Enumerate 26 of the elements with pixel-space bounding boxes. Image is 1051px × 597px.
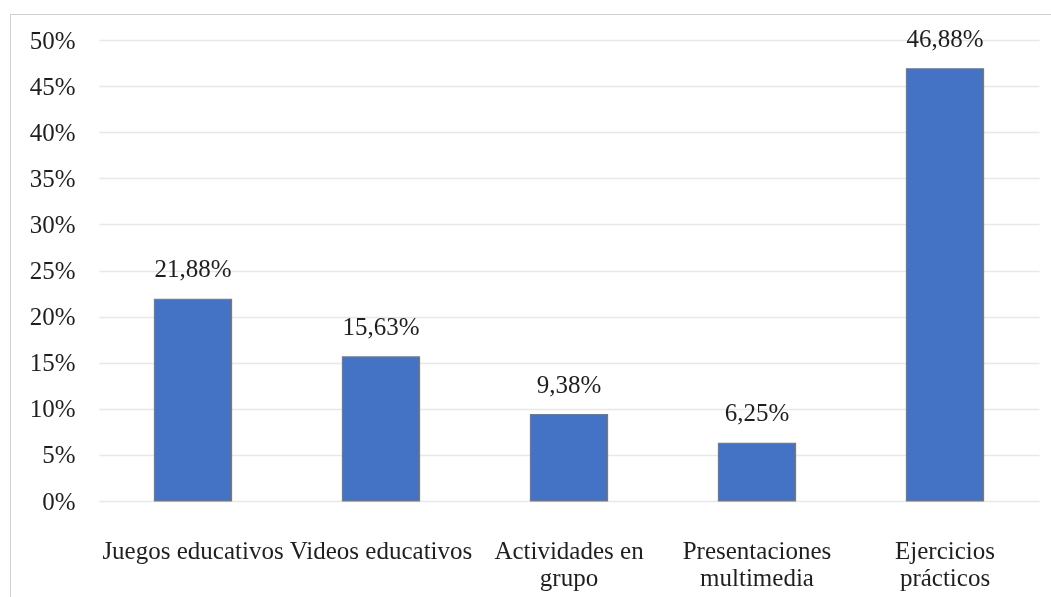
bar [905, 68, 985, 502]
data-label: 6,25% [724, 399, 790, 427]
x-tick-label: Presentaciones multimedia [682, 536, 832, 591]
y-tick-label: 30% [29, 210, 76, 238]
y-tick-label: 35% [29, 164, 76, 192]
x-tick-label: Videos educativos [289, 536, 473, 564]
y-tick-label: 40% [29, 118, 76, 146]
y-tick-label: 0% [42, 487, 76, 515]
x-tick-label: Actividades en grupo [494, 536, 645, 591]
x-tick-label: Juegos educativos [102, 536, 284, 564]
data-label: 15,63% [342, 312, 420, 340]
bar [717, 442, 797, 502]
bar [341, 356, 421, 502]
y-tick-label: 50% [29, 26, 76, 54]
data-label: 46,88% [906, 24, 984, 52]
y-tick-label: 20% [29, 303, 76, 331]
y-tick-label: 15% [29, 349, 76, 377]
bar [529, 413, 609, 502]
bar [153, 298, 233, 502]
x-tick-label: Ejercicios prácticos [895, 536, 995, 591]
y-tick-label: 25% [29, 257, 76, 284]
data-label: 21,88% [154, 255, 232, 283]
y-tick-label: 45% [29, 72, 76, 100]
data-label: 9,38% [536, 370, 602, 398]
y-tick-label: 5% [42, 441, 76, 469]
y-tick-label: 10% [29, 395, 76, 423]
